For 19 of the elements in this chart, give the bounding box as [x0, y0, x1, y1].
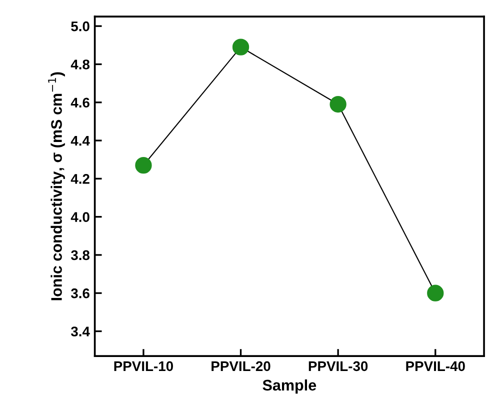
y-tick-label: 4.2 [70, 174, 90, 184]
point [330, 96, 346, 113]
x-tick-label: PPVIL-10 [114, 361, 173, 372]
x-axis-title: Sample [262, 379, 316, 394]
y-tick-label: 4.6 [70, 98, 90, 108]
y-tick-label: 4.8 [70, 60, 90, 70]
point [232, 38, 250, 56]
x-tick-label: PPVIL-40 [406, 361, 465, 372]
x-tick-label: PPVIL-30 [308, 361, 368, 372]
y-tick-label: 5.0 [71, 21, 90, 32]
y-tick-label: 4.4 [70, 136, 90, 146]
y-tick-label: 3.6 [70, 288, 90, 298]
y-tick-label: 3.4 [70, 326, 90, 336]
y-tick-label: 4.0 [70, 212, 90, 222]
y-tick-label: 3.8 [70, 250, 90, 260]
y-axis-title: Ionic conductivity, σ (mS cm$^{−1}$) [48, 72, 65, 300]
x-tick-label: PPVIL-20 [212, 361, 270, 372]
point [135, 156, 152, 174]
point [427, 284, 444, 302]
